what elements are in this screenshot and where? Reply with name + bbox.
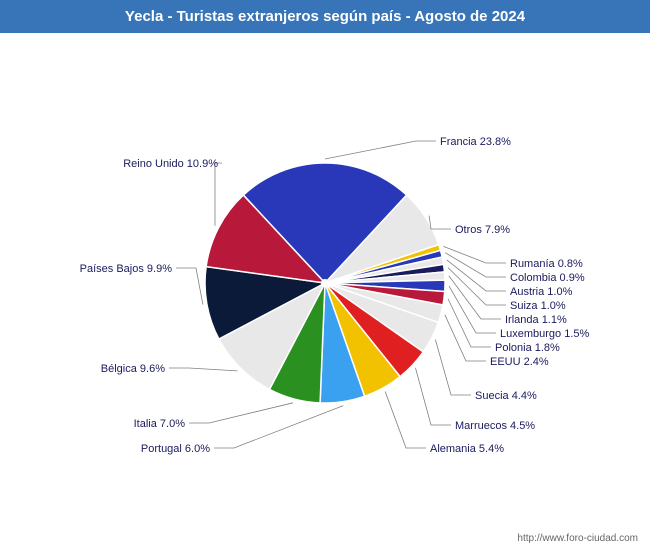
slice-label: Francia 23.8% [440, 136, 511, 148]
chart-title: Yecla - Turistas extranjeros según país … [0, 0, 650, 33]
slice-label: Irlanda 1.1% [505, 314, 567, 326]
leader-line [449, 286, 496, 333]
slice-label: Luxemburgo 1.5% [500, 328, 589, 340]
slice-label: Portugal 6.0% [141, 443, 210, 455]
slice-label: Colombia 0.9% [510, 272, 585, 284]
slice-label: Bélgica 9.6% [101, 363, 165, 375]
slice-label: Reino Unido 10.9% [123, 158, 218, 170]
chart-container: Yecla - Turistas extranjeros según país … [0, 0, 650, 550]
slice-label: Austria 1.0% [510, 286, 573, 298]
leader-line [443, 246, 506, 263]
leader-line [429, 216, 451, 229]
leader-line [176, 268, 203, 305]
slice-label: Alemania 5.4% [430, 443, 504, 455]
footer-url: http://www.foro-ciudad.com [517, 533, 638, 544]
slice-label: Otros 7.9% [455, 224, 510, 236]
leader-line [448, 299, 491, 347]
slice-label: Suecia 4.4% [475, 390, 537, 402]
leader-line [215, 163, 222, 226]
slice-label: Marruecos 4.5% [455, 420, 535, 432]
leader-line [214, 406, 343, 448]
chart-area: Francia 23.8% Otros 7.9% Rumanía 0.8% Colom… [0, 33, 650, 513]
slice-label: Italia 7.0% [134, 418, 186, 430]
pie-chart: Francia 23.8% Otros 7.9% Rumanía 0.8% Colom… [0, 33, 650, 513]
slice-label: Suiza 1.0% [510, 300, 566, 312]
leader-line [325, 141, 436, 159]
leader-line [169, 368, 238, 371]
slice-label: Rumanía 0.8% [510, 258, 583, 270]
leader-line [385, 391, 426, 448]
slice-label: Polonia 1.8% [495, 342, 560, 354]
leader-line [189, 403, 293, 423]
slice-label: EEUU 2.4% [490, 356, 549, 368]
pie-center [321, 279, 329, 287]
leader-line [435, 340, 471, 395]
leader-line [445, 315, 486, 361]
slice-label: Países Bajos 9.9% [80, 263, 173, 275]
